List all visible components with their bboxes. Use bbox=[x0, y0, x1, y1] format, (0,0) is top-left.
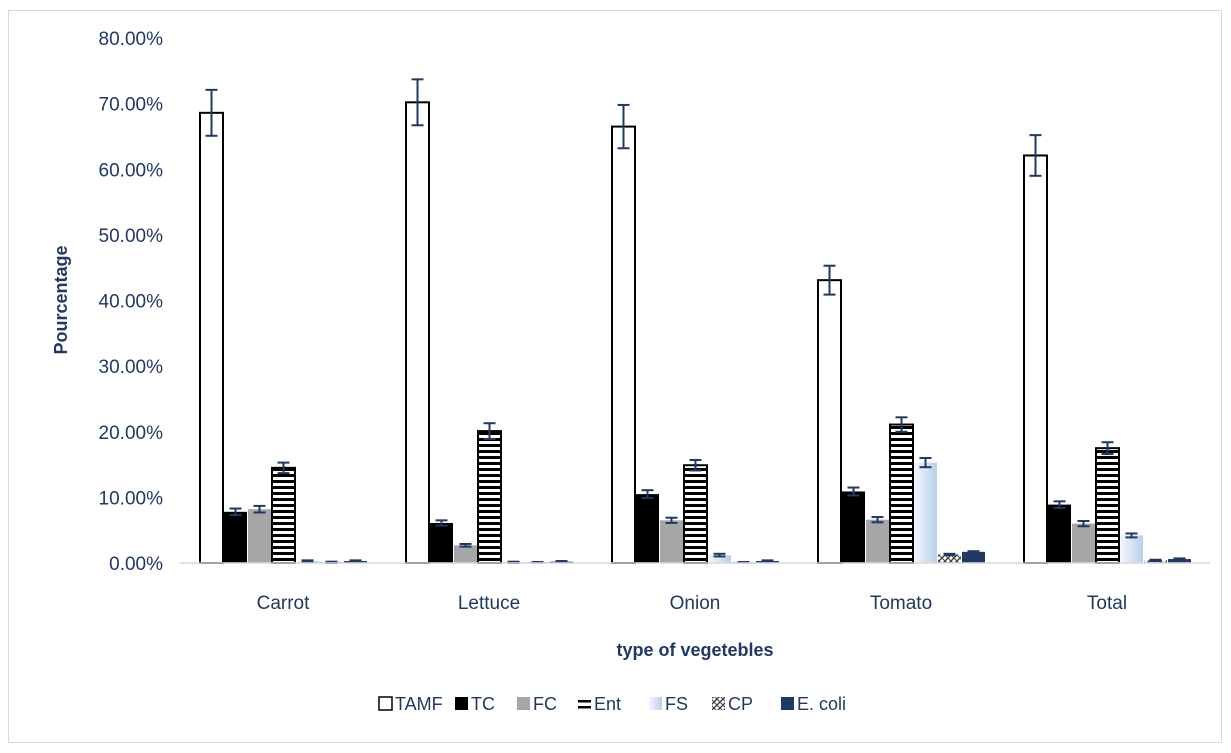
bar-fs-onion bbox=[708, 555, 731, 563]
legend-swatch-stripe bbox=[578, 700, 591, 703]
legend-label: FS bbox=[665, 694, 688, 714]
y-tick-label: 40.00% bbox=[99, 292, 164, 313]
y-tick-label: 50.00% bbox=[99, 226, 164, 247]
legend-label: TAMF bbox=[395, 694, 443, 714]
bar-ent-carrot bbox=[271, 466, 296, 564]
bar-fc-onion bbox=[660, 520, 683, 563]
legend-swatch bbox=[781, 697, 794, 710]
x-tick-label: Carrot bbox=[257, 593, 311, 614]
bar-fc-lettuce bbox=[454, 545, 477, 563]
y-tick-label: 20.00% bbox=[99, 423, 164, 444]
legend-swatch bbox=[517, 697, 530, 710]
legend: TAMF TC FC Ent FS CP E. coli bbox=[378, 694, 846, 714]
x-tick-label: Tomato bbox=[870, 593, 932, 614]
x-tick-label: Total bbox=[1087, 593, 1127, 614]
bar-fc-total bbox=[1072, 523, 1095, 563]
bar-tc-tomato bbox=[842, 491, 865, 563]
bar-tc-lettuce bbox=[430, 522, 453, 563]
bar-tc-carrot bbox=[224, 511, 247, 563]
y-axis-title: Pourcentage bbox=[51, 245, 71, 354]
bar-e-coli-tomato bbox=[962, 551, 985, 563]
y-axis: 0.00% 10.00% 20.00% 30.00% 40.00% 50.00% 60.00… bbox=[99, 29, 164, 575]
bar-tamf-lettuce bbox=[405, 101, 430, 564]
bar-ent-onion bbox=[683, 464, 708, 564]
legend-label: E. coli bbox=[797, 694, 846, 714]
y-tick-label: 10.00% bbox=[99, 488, 164, 509]
bar-tamf-carrot bbox=[199, 111, 224, 564]
y-tick-label: 70.00% bbox=[99, 95, 164, 116]
legend-swatch-stripe bbox=[578, 706, 591, 709]
bar-e-coli-total bbox=[1168, 559, 1191, 563]
legend-label: TC bbox=[471, 694, 495, 714]
bar-ent-tomato bbox=[889, 423, 914, 564]
x-tick-label: Onion bbox=[670, 593, 721, 614]
legend-label: Ent bbox=[594, 694, 621, 714]
x-axis-title: type of vegetebles bbox=[616, 640, 773, 660]
bar-tc-onion bbox=[636, 494, 659, 563]
bar-ent-total bbox=[1095, 447, 1120, 564]
legend-swatch bbox=[378, 696, 393, 711]
bar-fs-tomato bbox=[914, 462, 937, 563]
y-tick-label: 80.00% bbox=[99, 29, 164, 50]
legend-label: FC bbox=[533, 694, 557, 714]
bar-tamf-tomato bbox=[817, 279, 842, 564]
bar-tc-total bbox=[1048, 504, 1071, 563]
legend-label: CP bbox=[728, 694, 753, 714]
x-tick-label: Lettuce bbox=[458, 593, 520, 614]
plot-area bbox=[199, 78, 1191, 564]
legend-swatch bbox=[455, 697, 468, 710]
y-tick-label: 30.00% bbox=[99, 357, 164, 378]
x-axis: Carrot Lettuce Onion Tomato Total bbox=[257, 593, 1127, 614]
bar-fc-tomato bbox=[866, 519, 889, 563]
bar-fc-carrot bbox=[248, 509, 271, 563]
y-tick-label: 60.00% bbox=[99, 160, 164, 181]
y-tick-label: 0.00% bbox=[109, 554, 163, 575]
bar-ent-lettuce bbox=[477, 430, 502, 564]
bar-cp-tomato bbox=[938, 554, 961, 563]
legend-swatch bbox=[712, 697, 725, 710]
bar-fs-total bbox=[1120, 535, 1143, 563]
bar-tamf-total bbox=[1023, 154, 1048, 564]
legend-swatch bbox=[649, 697, 662, 710]
bar-tamf-onion bbox=[611, 125, 636, 564]
